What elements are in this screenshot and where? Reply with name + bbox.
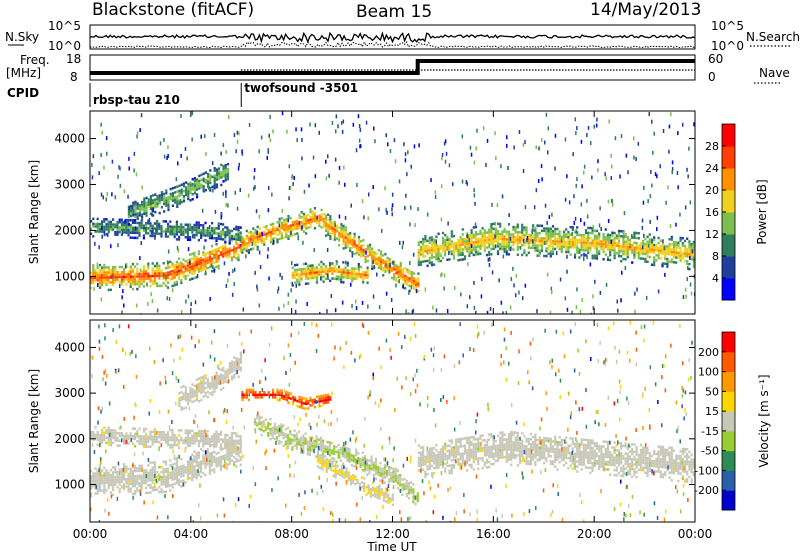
colorbar-swatch: [722, 450, 735, 471]
colorbar-swatch: [722, 124, 735, 147]
colorbar-swatch: [722, 256, 735, 279]
colorbar-tick-label: 50: [705, 385, 719, 398]
freq-tick-top: 18: [66, 52, 81, 66]
colorbar-tick-label: 20: [705, 184, 719, 197]
power-panel: 1000 2000 3000 4000 Slant Range [km] 28 24 20…: [27, 110, 769, 315]
power-y-axis-label: Slant Range [km]: [27, 160, 41, 264]
nsky-tick-top: 10^5: [711, 19, 744, 33]
y-tick-label: 4000: [54, 132, 85, 146]
colorbar-tick-label: 15: [705, 405, 719, 418]
x-tick-label: 20:00: [577, 527, 612, 541]
colorbar-swatch: [722, 146, 735, 169]
nave-tick-bottom: 0: [708, 70, 716, 84]
nave-label: Nave: [759, 66, 790, 80]
colorbar-tick-label: 24: [705, 162, 719, 175]
y-tick-label: 4000: [54, 340, 85, 354]
velocity-panel: 1000 2000 3000 4000 00:00 04:00 08:00 12:00 16:…: [27, 319, 771, 554]
nsearch-label: N.Search: [746, 30, 800, 44]
colorbar-swatch: [722, 190, 735, 213]
freq-label: Freq.: [20, 53, 50, 67]
colorbar-tick-label: 28: [705, 140, 719, 153]
y-tick-label: 3000: [54, 386, 85, 400]
y-tick-label: 2000: [54, 432, 85, 446]
x-tick-label: 12:00: [375, 527, 410, 541]
beam-title: Beam 15: [356, 2, 432, 22]
colorbar-tick-label: -50: [701, 445, 719, 458]
colorbar-swatch: [722, 490, 735, 511]
nsearch-tick-top: 10^5: [48, 19, 81, 33]
power-colorbar-label: Power [dB]: [755, 179, 769, 244]
freq-panel: Freq. [MHz] 18 8 60 0 Nave: [6, 52, 790, 84]
freq-unit-label: [MHz]: [6, 66, 41, 80]
y-tick-label: 1000: [54, 478, 85, 492]
y-tick-label: 1000: [54, 269, 85, 283]
colorbar-tick-label: 200: [698, 346, 719, 359]
colorbar-tick-label: 4: [712, 272, 719, 285]
colorbar-swatch: [722, 168, 735, 191]
colorbar-swatch: [722, 332, 735, 353]
y-tick-label: 2000: [54, 223, 85, 237]
date-title: 14/May/2013: [590, 0, 702, 20]
colorbar-tick-label: -200: [694, 484, 719, 497]
colorbar-swatch: [722, 212, 735, 235]
x-tick-label: 04:00: [174, 527, 209, 541]
station-title: Blackstone (fitACF): [92, 0, 254, 20]
colorbar-swatch: [722, 234, 735, 257]
colorbar-tick-label: -100: [694, 464, 719, 477]
cpid-segment-label: rbsp-tau 210: [93, 93, 180, 107]
colorbar-tick-label: -15: [701, 425, 719, 438]
colorbar-swatch: [722, 470, 735, 491]
colorbar-swatch: [722, 411, 735, 432]
cpid-segment-label: twofsound -3501: [244, 81, 358, 95]
velocity-y-axis-label: Slant Range [km]: [27, 369, 41, 473]
freq-tick-bottom: 8: [70, 70, 78, 84]
colorbar-tick-label: 100: [698, 366, 719, 379]
colorbar-swatch: [722, 278, 735, 301]
nsky-tick-bottom: 10^0: [711, 39, 744, 53]
colorbar-swatch: [722, 430, 735, 452]
x-tick-label: 00:00: [73, 527, 108, 541]
x-tick-label: 08:00: [274, 527, 309, 541]
colorbar-tick-label: 12: [705, 228, 719, 241]
nave-tick-top: 60: [708, 52, 723, 66]
x-tick-label: 16:00: [476, 527, 511, 541]
nsky-label: N.Sky: [5, 30, 39, 44]
colorbar-swatch: [722, 351, 735, 373]
y-tick-label: 3000: [54, 177, 85, 191]
x-tick-label: 00:00: [678, 527, 713, 541]
colorbar-tick-label: 8: [712, 250, 719, 263]
colorbar-swatch: [722, 371, 735, 392]
nsearch-tick-bottom: 10^0: [48, 39, 81, 53]
cpid-label: CPID: [7, 86, 39, 100]
colorbar-tick-label: 16: [705, 206, 719, 219]
cpid-row: CPID rbsp-tau 210 twofsound -3501: [7, 81, 358, 107]
x-axis-label: Time UT: [366, 540, 417, 554]
nsky-panel: N.Sky 10^5 10^0 10^5 10^0 N.Search: [5, 19, 800, 53]
velocity-colorbar-label: Velocity [m s⁻¹]: [757, 374, 771, 467]
colorbar-swatch: [722, 391, 735, 412]
